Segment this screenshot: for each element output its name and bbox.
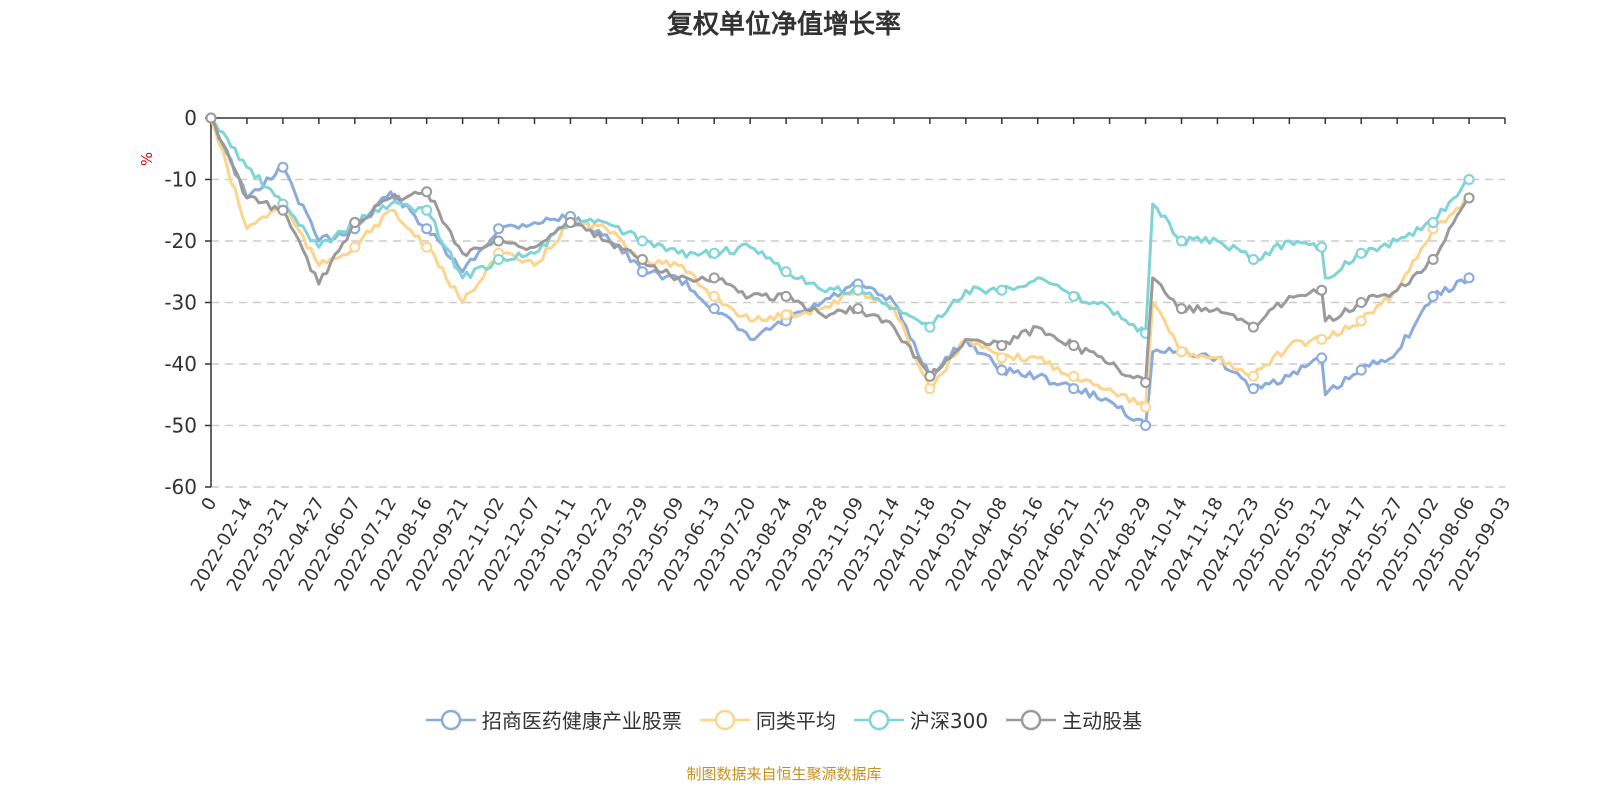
legend-item[interactable]: 同类平均 [699, 705, 836, 734]
data-point [564, 217, 576, 229]
data-point [1355, 247, 1367, 259]
data-point [493, 253, 505, 265]
data-point [1140, 420, 1152, 431]
data-point [780, 266, 792, 278]
data-point [636, 253, 648, 265]
y-tick-label: -10 [164, 168, 197, 192]
data-point [708, 272, 720, 284]
data-point [708, 290, 720, 302]
data-point [1463, 174, 1475, 185]
data-point [493, 235, 505, 247]
series-line-0 [209, 117, 1471, 427]
data-point [852, 284, 864, 296]
y-tick-label: -20 [164, 229, 197, 253]
legend-line-circle-icon [853, 709, 904, 730]
data-point [708, 247, 720, 259]
data-point [1247, 370, 1259, 382]
data-point [1316, 333, 1328, 345]
data-point [1427, 290, 1439, 302]
data-point [780, 309, 792, 321]
y-tick-label: -60 [164, 475, 197, 499]
legend-label: 同类平均 [755, 709, 836, 733]
legend-label: 主动股基 [1062, 709, 1143, 733]
data-point [996, 340, 1008, 352]
data-point [1068, 383, 1080, 395]
data-point [924, 383, 936, 395]
data-point [636, 235, 648, 247]
data-point [1247, 253, 1259, 265]
y-tick-label: -30 [164, 291, 197, 315]
data-point [1316, 241, 1328, 253]
legend-line-circle-icon [699, 709, 750, 730]
data-point [636, 266, 648, 278]
data-point [1316, 284, 1328, 296]
data-point [852, 303, 864, 315]
legend-line-circle-icon [425, 709, 476, 730]
legend-item[interactable]: 沪深300 [853, 705, 989, 734]
data-point [349, 241, 361, 253]
legend: 招商医药健康产业股票 同类平均 沪深300 主动股基 [0, 705, 1568, 734]
chart-title: 复权单位净值增长率 [666, 10, 901, 40]
legend-item[interactable]: 招商医药健康产业股票 [425, 705, 682, 734]
series-line-2 [209, 117, 1470, 335]
y-tick-label: -50 [164, 414, 197, 438]
series-line-3 [209, 117, 1471, 384]
data-point [1176, 303, 1187, 315]
line-chart: 0-10-20-30-40-50-6002022-02-142022-03-21… [164, 106, 1515, 595]
data-point [996, 364, 1008, 376]
legend-item[interactable]: 主动股基 [1006, 705, 1142, 734]
data-point [277, 161, 289, 173]
data-point [1427, 217, 1439, 229]
legend-line-circle-icon [1006, 709, 1057, 730]
data-point [421, 204, 433, 216]
data-point [996, 352, 1008, 364]
y-tick-label: 0 [184, 106, 197, 130]
data-point [1427, 253, 1439, 265]
data-point [1068, 290, 1080, 302]
data-point [1463, 192, 1475, 204]
data-point [924, 370, 936, 382]
y-tick-label: -40 [164, 352, 197, 376]
data-source-note: 制图数据来自恒生聚源数据库 [686, 765, 882, 783]
data-point [1068, 340, 1080, 352]
data-point [1355, 315, 1367, 327]
legend-label: 招商医药健康产业股票 [481, 709, 682, 733]
data-point [1316, 352, 1328, 364]
data-point [1247, 321, 1259, 333]
data-point [493, 223, 505, 235]
data-point [1247, 383, 1259, 395]
series-line-1 [209, 117, 1470, 409]
data-point [1355, 297, 1367, 308]
data-point [421, 241, 433, 253]
data-point [1068, 370, 1080, 382]
data-point [1463, 272, 1475, 284]
data-point [1176, 235, 1187, 247]
data-point [1355, 364, 1367, 376]
data-point [780, 290, 792, 302]
data-point [277, 204, 289, 216]
data-point [1140, 401, 1152, 413]
legend-label: 沪深300 [909, 709, 989, 733]
data-point [349, 217, 361, 229]
data-point [1140, 376, 1152, 388]
data-point [1176, 346, 1187, 358]
data-point [205, 112, 217, 124]
data-point [924, 321, 936, 333]
data-point [421, 223, 433, 235]
data-point [996, 284, 1008, 296]
x-tick-label: 0 [197, 494, 221, 514]
data-point [708, 303, 720, 315]
data-point [421, 186, 433, 198]
